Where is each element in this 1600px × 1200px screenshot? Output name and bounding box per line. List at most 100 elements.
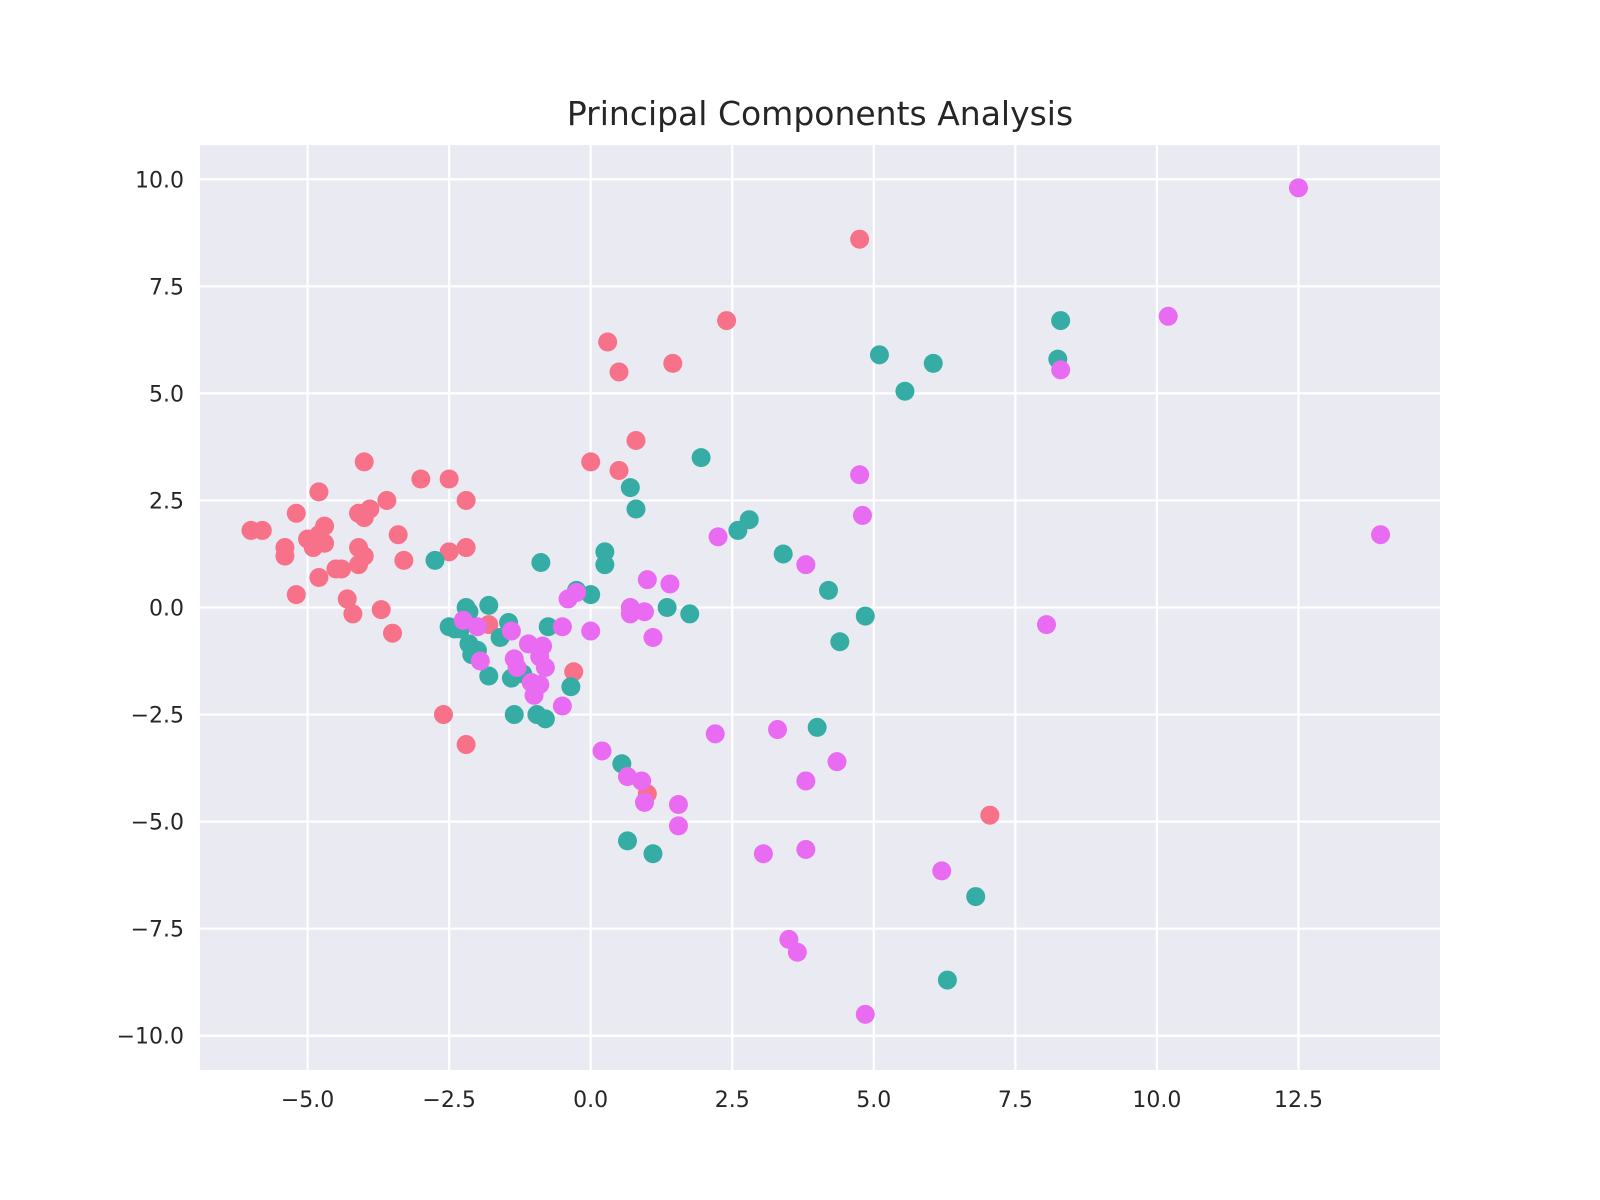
scatter-point: [657, 598, 677, 617]
scatter-point: [286, 503, 306, 523]
scatter-point: [552, 617, 572, 637]
scatter-point: [932, 861, 952, 881]
scatter-point: [439, 542, 459, 562]
scatter-point: [309, 568, 329, 588]
y-tick-label: −7.5: [131, 918, 184, 943]
scatter-point: [337, 589, 357, 609]
scatter-point: [592, 741, 612, 761]
scatter-point: [581, 452, 601, 472]
scatter-point: [309, 482, 329, 502]
scatter-point: [360, 499, 380, 519]
scatter-point: [479, 595, 499, 615]
scatter-point: [753, 844, 773, 864]
scatter-point: [773, 544, 793, 564]
series-3: [453, 178, 1391, 1024]
x-tick-label: 7.5: [998, 1088, 1033, 1113]
scatter-point: [691, 448, 711, 468]
scatter-point: [643, 844, 663, 864]
scatter-point: [535, 709, 555, 729]
scatter-point: [309, 525, 329, 545]
y-tick-label: 10.0: [135, 168, 184, 193]
scatter-point: [564, 662, 584, 682]
scatter-point: [660, 574, 680, 594]
x-tick-label: 0.0: [573, 1088, 608, 1113]
scatter-point: [768, 720, 788, 740]
scatter-point: [855, 1004, 875, 1024]
scatter-point: [598, 332, 618, 352]
scatter-point: [663, 353, 683, 373]
scatter-point: [581, 621, 601, 641]
y-tick-label: −2.5: [131, 704, 184, 729]
y-tick-label: 7.5: [149, 275, 184, 300]
y-tick-label: 5.0: [149, 382, 184, 407]
scatter-point: [937, 970, 957, 990]
x-tick-label: 12.5: [1274, 1088, 1323, 1113]
scatter-point: [637, 570, 657, 590]
scatter-point: [456, 735, 476, 755]
scatter-point: [1051, 311, 1071, 331]
x-tick-label: −5.0: [281, 1088, 334, 1113]
scatter-point: [332, 559, 352, 579]
scatter-point: [394, 550, 414, 570]
x-axis-ticks: −5.0 −2.5 0.0 2.5 5.0 7.5 10.0 12.5: [281, 1088, 1323, 1113]
x-tick-label: 10.0: [1132, 1088, 1181, 1113]
scatter-point: [626, 430, 646, 450]
scatter-point: [581, 585, 601, 605]
scatter-point: [796, 839, 816, 859]
scatter-point: [818, 580, 838, 600]
scatter-point: [708, 527, 728, 547]
scatter-point: [787, 942, 807, 962]
scatter-point: [530, 675, 550, 695]
scatter-points: [241, 178, 1391, 1024]
scatter-point: [980, 805, 1000, 825]
x-tick-label: 5.0: [856, 1088, 891, 1113]
scatter-point: [531, 553, 551, 573]
scatter-point: [552, 696, 572, 716]
scatter-point: [827, 752, 847, 772]
scatter-point: [561, 677, 581, 697]
scatter-point: [617, 831, 637, 851]
scatter-point: [456, 490, 476, 510]
scatter-point: [705, 724, 725, 744]
scatter-point: [567, 583, 587, 603]
scatter-point: [1051, 360, 1071, 380]
scatter-point: [535, 657, 555, 677]
y-tick-label: 0.0: [149, 597, 184, 622]
scatter-point: [1036, 615, 1056, 635]
scatter-point: [717, 311, 737, 331]
scatter-point: [388, 525, 408, 545]
scatter-point: [796, 555, 816, 575]
scatter-point: [377, 490, 397, 510]
scatter-point: [501, 621, 521, 641]
scatter-point: [425, 550, 445, 570]
y-tick-label: −5.0: [131, 811, 184, 836]
y-axis-ticks: 10.0 7.5 5.0 2.5 0.0 −2.5 −5.0 −7.5 −10.0: [117, 168, 184, 1049]
scatter-point: [354, 452, 374, 472]
scatter-point: [923, 353, 943, 373]
scatter-point: [286, 585, 306, 605]
scatter-point: [1371, 525, 1391, 545]
scatter-point: [252, 520, 272, 540]
scatter-point: [467, 617, 487, 637]
scatter-point: [433, 705, 453, 725]
scatter-point: [439, 469, 459, 489]
scatter-point: [371, 600, 391, 620]
scatter-point: [275, 546, 295, 566]
scatter-point: [632, 771, 652, 791]
scatter-point: [595, 555, 615, 575]
scatter-point: [609, 460, 629, 480]
x-tick-label: 2.5: [715, 1088, 750, 1113]
scatter-point: [383, 623, 403, 643]
x-tick-label: −2.5: [422, 1088, 475, 1113]
scatter-point: [739, 510, 759, 530]
scatter-point: [895, 381, 915, 401]
scatter-point: [518, 634, 538, 654]
scatter-point: [354, 546, 374, 566]
scatter-point: [1288, 178, 1308, 198]
scatter-point: [507, 657, 527, 677]
scatter-point: [411, 469, 431, 489]
scatter-point: [1158, 306, 1178, 326]
scatter-point: [456, 538, 476, 558]
chart-title: Principal Components Analysis: [567, 94, 1073, 133]
